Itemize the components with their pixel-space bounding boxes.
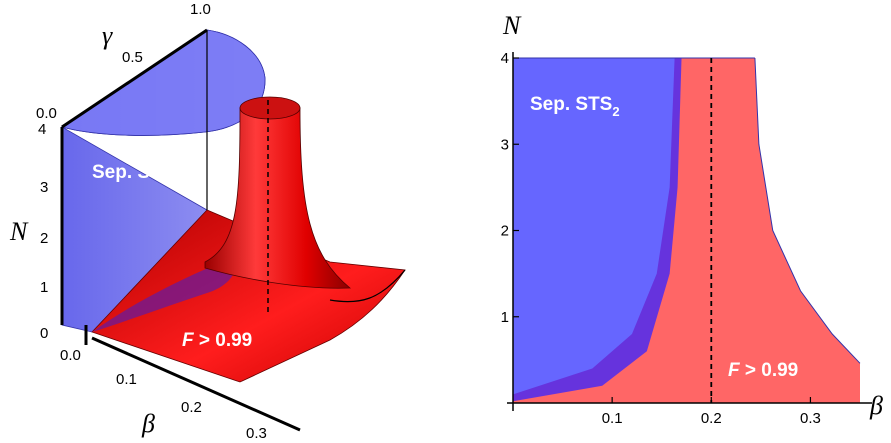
fidelity-label-3d: F > 0.99 <box>182 330 252 351</box>
n3d-tick-1: 1 <box>40 279 48 296</box>
n3d-axis-label: N <box>9 217 29 246</box>
surface-plot-3d: 0.0 0.5 1.0 γ 4 3 2 1 0 N 0.0 0.1 0.2 0.… <box>9 1 406 442</box>
beta-axis-label: β <box>869 391 883 420</box>
sep-label-3d: Sep. STS2 <box>92 162 182 187</box>
beta3d-axis-label: β <box>141 409 155 438</box>
beta3d-tick-2: 0.2 <box>181 399 202 416</box>
gamma-axis-label: γ <box>102 21 113 50</box>
fidelity-tube <box>204 107 352 289</box>
gamma-tick-1: 0.5 <box>122 49 143 66</box>
n3d-tick-0: 0 <box>40 325 48 342</box>
sep-label-2d: Sep. STS2 <box>530 94 620 119</box>
sep-region-top <box>61 29 266 136</box>
gamma-tick-2: 1.0 <box>190 1 211 18</box>
y-tick-label: 1 <box>501 309 509 326</box>
n3d-tick-2: 2 <box>40 230 48 247</box>
x-tick-label: 0.1 <box>602 410 623 427</box>
x-tick-label: 0.3 <box>800 410 821 427</box>
fidelity-boundary <box>754 57 861 364</box>
y-tick-label: 3 <box>501 136 509 153</box>
y-tick-label: 2 <box>501 223 509 240</box>
x-tick-label: 0.2 <box>701 410 722 427</box>
n-axis-label: N <box>502 11 522 40</box>
gamma-tick-0: 0.0 <box>36 105 57 122</box>
n3d-tick-4: 4 <box>38 121 46 138</box>
beta3d-tick-3: 0.3 <box>246 425 267 442</box>
overlap-band <box>92 240 241 332</box>
y-tick-label: 4 <box>501 50 509 67</box>
fidelity-label-2d: F > 0.99 <box>728 360 798 381</box>
beta3d-tick-1: 0.1 <box>116 371 137 388</box>
beta3d-tick-0: 0.0 <box>60 347 81 364</box>
n3d-tick-3: 3 <box>40 179 48 196</box>
region-plot-2d: 0.1 0.2 0.3 1 2 3 4 N β Sep. STS2 F > 0.99 <box>501 11 883 427</box>
sep-region <box>513 58 675 395</box>
tube-top <box>239 96 301 120</box>
